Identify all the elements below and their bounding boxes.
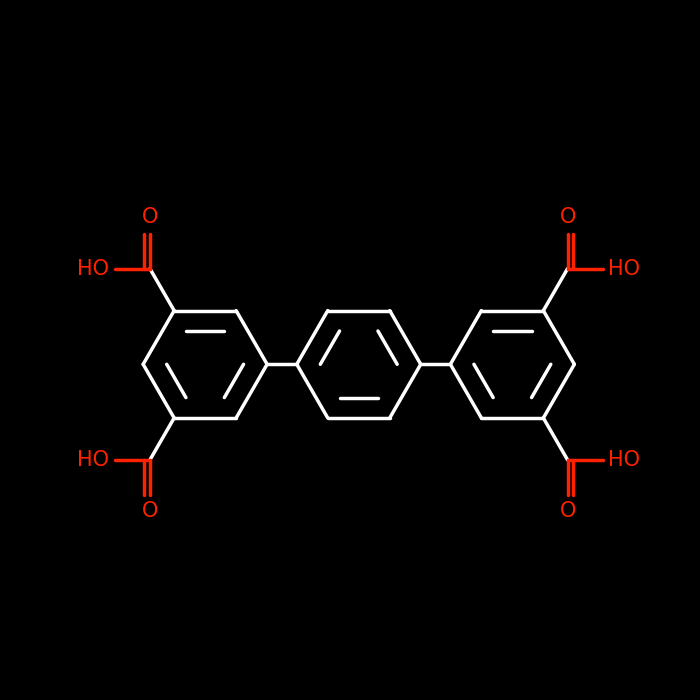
Text: O: O	[141, 501, 158, 522]
Text: O: O	[559, 207, 576, 228]
Text: HO: HO	[608, 450, 640, 470]
Text: O: O	[141, 207, 158, 228]
Text: HO: HO	[77, 450, 109, 470]
Text: O: O	[559, 501, 576, 522]
Text: HO: HO	[77, 258, 109, 279]
Text: HO: HO	[608, 258, 640, 279]
